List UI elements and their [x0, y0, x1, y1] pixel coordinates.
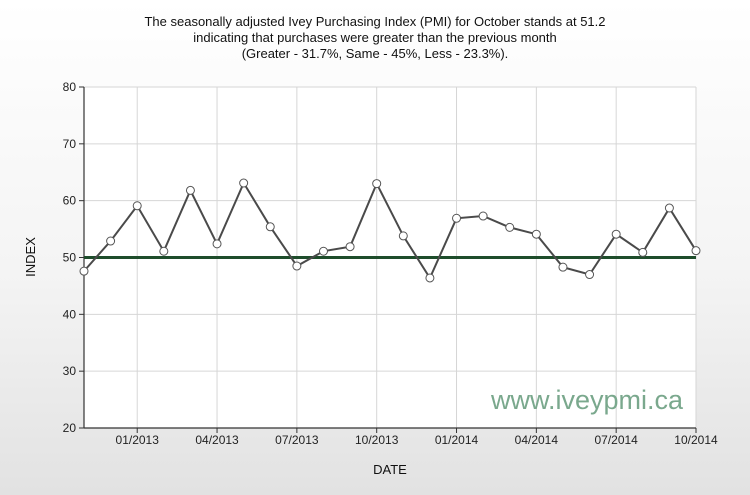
y-tick-label: 40 — [63, 307, 77, 321]
x-tick-label: 07/2013 — [275, 433, 319, 447]
data-point — [292, 261, 302, 271]
data-point — [318, 246, 328, 256]
y-axis-title: INDEX — [23, 237, 38, 277]
data-point — [185, 185, 195, 195]
chart-title-line-2: indicating that purchases were greater t… — [193, 30, 557, 45]
data-point — [345, 242, 355, 252]
chart-title-line-1: The seasonally adjusted Ivey Purchasing … — [144, 14, 606, 29]
y-tick-label: 60 — [63, 194, 77, 208]
data-point — [478, 211, 488, 221]
data-point — [664, 203, 674, 213]
tick-labels: 20 30 40 50 60 70 80 01/2013 04/2013 07/2013 10/20… — [63, 80, 718, 447]
y-tick-label: 80 — [63, 80, 77, 94]
data-point — [132, 201, 142, 211]
data-point — [239, 178, 249, 188]
data-point — [398, 231, 408, 241]
data-point — [531, 229, 541, 239]
x-axis-title: DATE — [373, 462, 407, 477]
data-point — [265, 222, 275, 232]
data-point — [159, 246, 169, 256]
x-tick-label: 10/2014 — [674, 433, 718, 447]
series-line — [83, 180, 697, 281]
data-point — [611, 229, 621, 239]
y-tick-label: 30 — [63, 364, 77, 378]
watermark-url: www.iveypmi.ca — [490, 385, 684, 415]
y-tick-label: 50 — [63, 251, 77, 265]
series-group — [79, 178, 701, 283]
x-tick-label: 10/2013 — [355, 433, 399, 447]
data-point — [106, 236, 116, 246]
data-point — [691, 246, 701, 256]
x-tick-label: 01/2014 — [435, 433, 479, 447]
chart-title-line-3: (Greater - 31.7%, Same - 45%, Less - 23.… — [241, 46, 509, 61]
data-point — [638, 247, 648, 257]
x-tick-label: 01/2013 — [116, 433, 160, 447]
data-point — [212, 239, 222, 249]
y-tick-label: 70 — [63, 137, 77, 151]
data-point — [558, 262, 568, 272]
data-point — [372, 179, 382, 189]
data-point — [452, 213, 462, 223]
data-point — [505, 222, 515, 232]
x-tick-label: 04/2014 — [515, 433, 559, 447]
data-point — [425, 273, 435, 283]
x-tick-label: 04/2013 — [195, 433, 239, 447]
data-point — [79, 266, 89, 276]
data-point — [585, 270, 595, 280]
y-tick-label: 20 — [63, 421, 77, 435]
x-tick-label: 07/2014 — [594, 433, 638, 447]
